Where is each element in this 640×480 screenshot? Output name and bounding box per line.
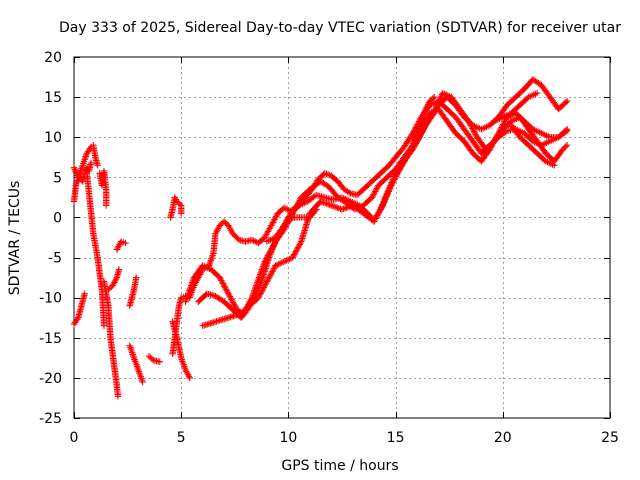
series-track-4 [83, 170, 108, 329]
data-marker-path [105, 266, 123, 293]
x-tick-label: 5 [177, 430, 186, 446]
tick-layer: 0 5 10 15 20 25 -25 -20 -15 -10 -5 0 5 10 15 20 [39, 50, 619, 446]
y-tick-label: -15 [39, 331, 62, 347]
data-marker-path [113, 238, 129, 253]
series-track-11 [145, 353, 163, 365]
data-marker-path [100, 278, 122, 400]
series-track-6 [100, 278, 122, 400]
data-marker-path [491, 89, 541, 125]
series-track-17 [199, 89, 571, 329]
data-marker-path [70, 290, 88, 328]
data-marker-path [145, 353, 163, 365]
y-tick-label: -25 [39, 411, 62, 427]
series-track-9 [126, 342, 146, 386]
series-track-2 [70, 142, 101, 181]
series-track-18 [263, 206, 320, 245]
series-track-19 [409, 93, 438, 149]
series-track-14 [167, 194, 185, 221]
y-tick-label: -20 [39, 371, 62, 387]
y-tick-label: 5 [53, 170, 62, 186]
y-axis-label: SDTVAR / TECUs [7, 181, 23, 296]
plot-frame [73, 56, 611, 419]
data-marker-path [263, 206, 320, 245]
data-marker-path [126, 342, 146, 386]
y-tick-label: -5 [48, 251, 62, 267]
data-marker-path [83, 170, 108, 329]
x-axis-label: GPS time / hours [281, 458, 398, 474]
data-marker-path [508, 122, 558, 169]
y-tick-label: 15 [44, 90, 62, 106]
series-track-20 [491, 89, 541, 125]
x-tick-label: 20 [494, 430, 512, 446]
y-tick-label: 20 [44, 50, 62, 66]
chart-title: Day 333 of 2025, Sidereal Day-to-day VTE… [59, 20, 621, 36]
data-marker-path [167, 194, 185, 221]
x-tick-label: 15 [387, 430, 405, 446]
series-track-13 [169, 318, 193, 382]
x-tick-label: 10 [279, 430, 297, 446]
series-track-8 [113, 238, 129, 253]
series-layer [70, 76, 571, 400]
x-tick-label: 25 [601, 430, 619, 446]
y-tick-label: 10 [44, 130, 62, 146]
series-track-21 [508, 122, 558, 169]
data-marker-path [70, 142, 101, 181]
data-marker-path [169, 318, 193, 382]
series-track-10 [126, 274, 140, 309]
series-track-1 [70, 290, 88, 328]
y-tick-label: 0 [53, 210, 62, 226]
series-track-7 [105, 266, 123, 293]
x-tick-label: 0 [70, 430, 79, 446]
series-track-5 [96, 167, 110, 209]
data-marker-path [96, 167, 110, 209]
data-marker-path [199, 89, 571, 329]
data-marker-path [409, 93, 438, 149]
y-tick-label: -10 [39, 291, 62, 307]
data-marker-path [126, 274, 140, 309]
